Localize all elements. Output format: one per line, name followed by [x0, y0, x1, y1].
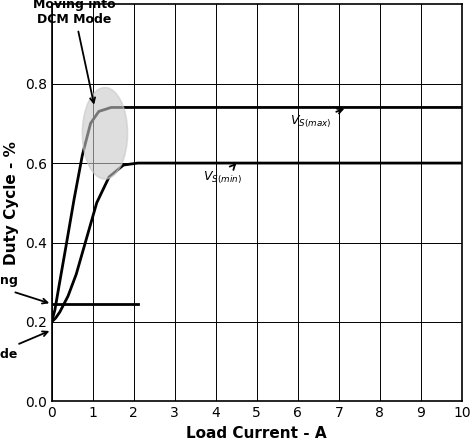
Text: Burst Mode
Area: Burst Mode Area	[0, 332, 48, 376]
Text: $T_{MIN}$ Setting: $T_{MIN}$ Setting	[0, 272, 48, 303]
X-axis label: Load Current - A: Load Current - A	[187, 426, 327, 441]
Text: Moving into
DCM Mode: Moving into DCM Mode	[33, 0, 115, 103]
Ellipse shape	[82, 88, 127, 179]
Text: $V_{S(min)}$: $V_{S(min)}$	[203, 164, 242, 186]
Y-axis label: Duty Cycle - %: Duty Cycle - %	[4, 141, 19, 265]
Text: $V_{S(max)}$: $V_{S(max)}$	[290, 109, 342, 130]
